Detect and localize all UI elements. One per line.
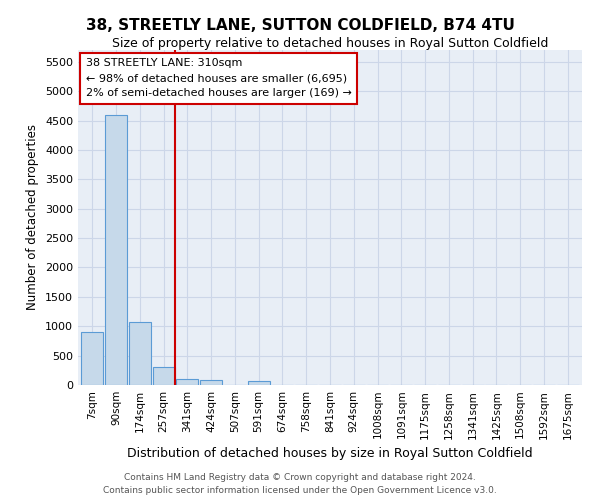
Bar (105, 114, 127, 385)
Bar (200, 380, 222, 385)
Bar (82, 332, 103, 385)
Text: 38 STREETLY LANE: 310sqm
← 98% of detached houses are smaller (6,695)
2% of semi: 38 STREETLY LANE: 310sqm ← 98% of detach… (86, 58, 352, 98)
X-axis label: Distribution of detached houses by size in Royal Sutton Coldfield: Distribution of detached houses by size … (127, 447, 533, 460)
Y-axis label: Number of detached properties: Number of detached properties (26, 124, 40, 310)
Bar (176, 379, 198, 385)
Title: Size of property relative to detached houses in Royal Sutton Coldfield: Size of property relative to detached ho… (112, 37, 548, 50)
Bar (129, 322, 151, 385)
Text: 38, STREETLY LANE, SUTTON COLDFIELD, B74 4TU: 38, STREETLY LANE, SUTTON COLDFIELD, B74… (86, 18, 514, 32)
Bar (152, 368, 175, 385)
Text: Contains HM Land Registry data © Crown copyright and database right 2024.
Contai: Contains HM Land Registry data © Crown c… (103, 474, 497, 495)
Bar (248, 382, 269, 385)
